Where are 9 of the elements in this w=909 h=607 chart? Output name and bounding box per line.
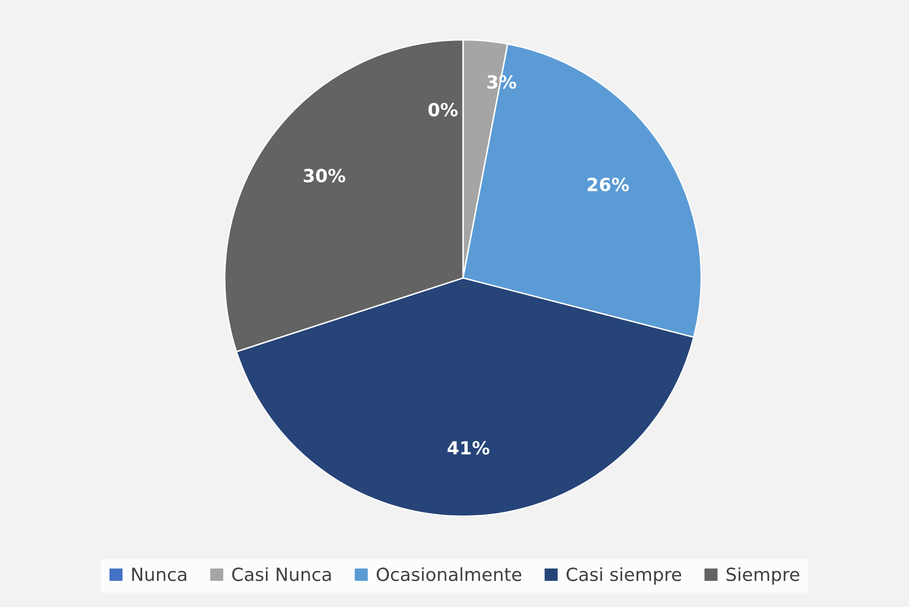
text: 0% [428, 102, 458, 116]
legend-label: Ocasionalmente [376, 567, 522, 582]
data-label: 30% [304, 168, 346, 182]
legend-label: Nunca [132, 568, 186, 582]
data-label: 26% [588, 178, 629, 192]
data-label: 41% [448, 441, 490, 455]
legend-label: Casi siempre [566, 567, 682, 585]
legend-label: Siempre [726, 567, 800, 585]
legend-label: Casi Nunca [232, 567, 331, 582]
